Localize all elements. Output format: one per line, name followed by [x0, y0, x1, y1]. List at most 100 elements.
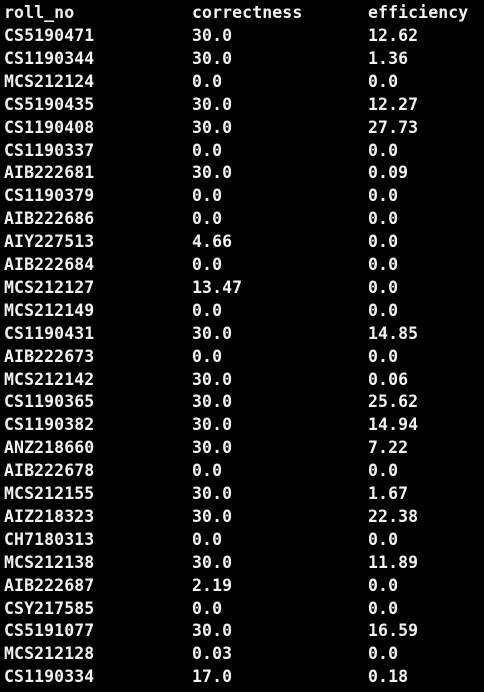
- cell-efficiency: 14.94: [368, 415, 419, 435]
- cell-roll-no: CSY217585: [4, 598, 95, 618]
- cell-roll-no: AIB222684: [4, 255, 95, 274]
- cell-correctness: 30.0: [192, 506, 233, 526]
- table-row: CS1190334 17.0 0.18: [0, 665, 484, 688]
- cell-roll-no: MCS212155: [4, 484, 95, 503]
- cell-correctness: 0.0: [192, 71, 223, 91]
- table-row: CS1190382 30.0 14.94: [0, 413, 484, 436]
- table-row: MCS212142 30.0 0.06: [0, 368, 484, 391]
- cell-roll-no: CS1190365: [4, 392, 95, 412]
- cell-correctness: 30.0: [192, 163, 233, 183]
- cell-efficiency: 14.85: [368, 323, 419, 343]
- table-row: CS5191077 30.0 16.59: [0, 619, 484, 642]
- table-row: MCS212128 0.03 0.0: [0, 642, 484, 665]
- table-row: CS5190471 30.0 12.62: [0, 24, 484, 47]
- cell-efficiency: 0.0: [368, 232, 399, 252]
- cell-correctness: 30.0: [192, 117, 233, 137]
- cell-efficiency: 0.0: [368, 598, 399, 618]
- cell-efficiency: 0.0: [368, 140, 399, 160]
- table-row: CS1190344 30.0 1.36: [0, 47, 484, 70]
- cell-correctness: 2.19: [192, 575, 233, 595]
- cell-roll-no: CS1190337: [4, 140, 95, 160]
- cell-efficiency: 0.0: [368, 575, 399, 595]
- table-row: CS1190337 0.0 0.0: [0, 139, 484, 162]
- table-header: roll_no correctness efficiency: [0, 1, 484, 24]
- cell-correctness: 30.0: [192, 392, 233, 412]
- cell-roll-no: ANZ218660: [4, 438, 95, 458]
- cell-efficiency: 0.0: [368, 461, 399, 481]
- cell-efficiency: 7.22: [368, 438, 409, 458]
- table-row: CS1190365 30.0 25.62: [0, 390, 484, 413]
- cell-roll-no: AIZ218323: [4, 506, 95, 526]
- table-row: CS1190379 0.0 0.0: [0, 184, 484, 207]
- cell-correctness: 0.0: [192, 140, 223, 160]
- table-row: AIB222687 2.19 0.0: [0, 574, 484, 597]
- cell-roll-no: CS1190344: [4, 48, 95, 68]
- table-row: MCS212127 13.47 0.0: [0, 276, 484, 299]
- table-row: AIB222678 0.0 0.0: [0, 459, 484, 482]
- cell-correctness: 13.47: [192, 277, 243, 297]
- cell-roll-no: CS1190382: [4, 415, 95, 435]
- cell-correctness: 30.0: [192, 323, 233, 343]
- table-row: AIZ218323 30.0 22.38: [0, 505, 484, 528]
- cell-efficiency: 0.0: [368, 209, 399, 229]
- cell-correctness: 30.0: [192, 48, 233, 68]
- cell-correctness: 17.0: [192, 667, 233, 687]
- cell-roll-no: MCS212149: [4, 300, 95, 320]
- table-row: MCS212138 30.0 11.89: [0, 551, 484, 574]
- cell-efficiency: 25.62: [368, 392, 419, 412]
- cell-efficiency: 16.59: [368, 621, 419, 641]
- cell-roll-no: AIY227513: [4, 232, 95, 252]
- table-row: CSY217585 0.0 0.0: [0, 597, 484, 620]
- cell-efficiency: 0.18: [368, 667, 409, 687]
- cell-roll-no: CS1190408: [4, 117, 95, 137]
- cell-roll-no: AIB222686: [4, 209, 95, 229]
- cell-correctness: 0.0: [192, 346, 223, 366]
- cell-roll-no: MCS212124: [4, 71, 95, 91]
- table-row: CH7180313 0.0 0.0: [0, 528, 484, 551]
- cell-roll-no: MCS212127: [4, 277, 95, 297]
- cell-roll-no: CS1190431: [4, 323, 95, 343]
- cell-roll-no: CH7180313: [4, 529, 95, 549]
- cell-efficiency: 1.67: [368, 484, 409, 503]
- table-row: CS1190431 30.0 14.85: [0, 322, 484, 345]
- cell-correctness: 0.0: [192, 598, 223, 618]
- cell-efficiency: 0.0: [368, 277, 399, 297]
- cell-efficiency: 0.06: [368, 369, 409, 389]
- cell-roll-no: CS1190379: [4, 186, 95, 206]
- table-row: CS1190408 30.0 27.73: [0, 116, 484, 139]
- cell-correctness: 30.0: [192, 369, 233, 389]
- cell-efficiency: 0.0: [368, 255, 399, 274]
- cell-correctness: 0.0: [192, 529, 223, 549]
- cell-efficiency: 0.09: [368, 163, 409, 183]
- cell-roll-no: CS1190334: [4, 667, 95, 687]
- cell-efficiency: 0.0: [368, 346, 399, 366]
- table-row: AIB222673 0.0 0.0: [0, 345, 484, 368]
- cell-roll-no: CS5190435: [4, 94, 95, 114]
- table-row: ANZ218660 30.0 7.22: [0, 436, 484, 459]
- cell-efficiency: 11.89: [368, 552, 419, 572]
- cell-roll-no: AIB222678: [4, 461, 95, 481]
- table-row: MCS212124 0.0 0.0: [0, 70, 484, 93]
- cell-roll-no: AIB222681: [4, 163, 95, 183]
- cell-correctness: 0.0: [192, 209, 223, 229]
- table-row: MCS212155 30.0 1.67: [0, 482, 484, 505]
- cell-efficiency: 0.0: [368, 644, 399, 664]
- cell-efficiency: 22.38: [368, 506, 419, 526]
- cell-efficiency: 0.0: [368, 529, 399, 549]
- cell-roll-no: AIB222673: [4, 346, 95, 366]
- cell-roll-no: CS5190471: [4, 26, 95, 45]
- table-row: CS5190435 30.0 12.27: [0, 93, 484, 116]
- cell-roll-no: MCS212142: [4, 369, 95, 389]
- cell-efficiency: 12.62: [368, 26, 419, 45]
- table-row: AIB222684 0.0 0.0: [0, 253, 484, 276]
- cell-correctness: 30.0: [192, 621, 233, 641]
- cell-efficiency: 1.36: [368, 48, 409, 68]
- cell-roll-no: CS5191077: [4, 621, 95, 641]
- cell-efficiency: 0.0: [368, 300, 399, 320]
- cell-efficiency: 0.0: [368, 71, 399, 91]
- cell-correctness: 30.0: [192, 438, 233, 458]
- cell-correctness: 30.0: [192, 552, 233, 572]
- cell-correctness: 0.0: [192, 255, 223, 274]
- cell-correctness: 30.0: [192, 26, 233, 45]
